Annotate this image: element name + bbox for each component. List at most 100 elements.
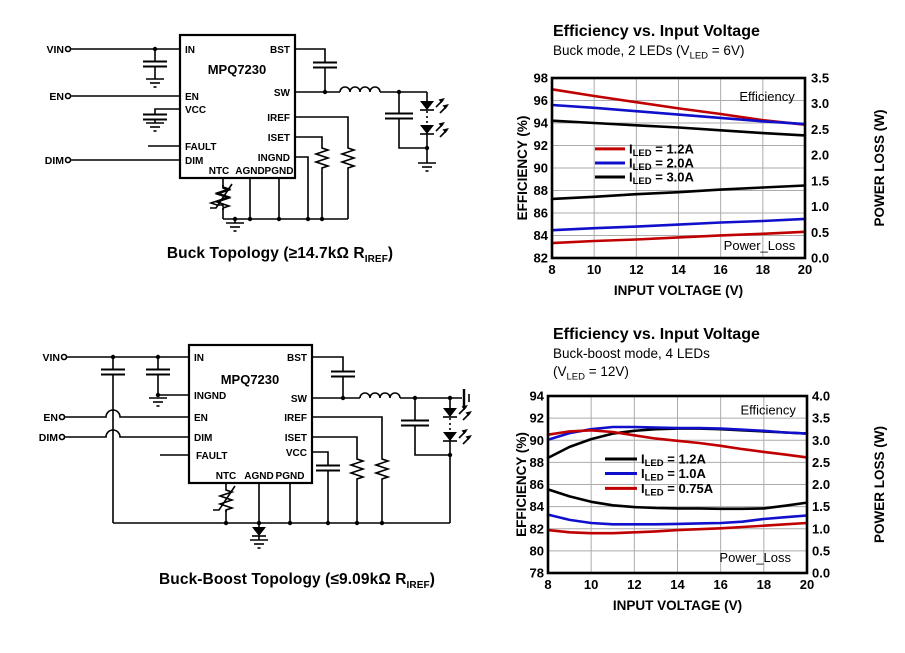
ntc-thermistor bbox=[213, 485, 236, 512]
ic-pin-labels: IN INGND EN DIM FAULT BST SW IREF ISET V… bbox=[194, 353, 308, 482]
pin-sw: SW bbox=[291, 394, 308, 405]
subtitle-text: = 12V) bbox=[584, 364, 629, 379]
power-loss-series-line bbox=[546, 521, 809, 535]
x-tick-label: 12 bbox=[629, 262, 643, 277]
legend-label: ILED = 1.0A bbox=[641, 466, 707, 484]
y-right-tick-label: 4.0 bbox=[812, 388, 830, 403]
led bbox=[420, 122, 449, 138]
terminal-label-vin: VIN bbox=[46, 44, 64, 56]
output-capacitor bbox=[401, 419, 429, 427]
ground-symbol bbox=[146, 78, 164, 88]
junction-dots bbox=[152, 46, 430, 222]
y-left-tick-label: 84 bbox=[534, 228, 549, 243]
terminal-dim bbox=[58, 433, 66, 441]
chart-title: Efficiency vs. Input Voltage bbox=[553, 23, 760, 40]
pin-iref: IREF bbox=[284, 413, 307, 424]
vcc-capacitor bbox=[143, 113, 167, 121]
terminal-vin bbox=[60, 353, 68, 361]
diode bbox=[252, 527, 266, 537]
x-tick-label: 20 bbox=[800, 577, 814, 592]
chart-plot-area: 8 10 12 14 16 18 20 78 80 82 84 86 88 90 92 94 0.0 0.5 1.0… bbox=[514, 388, 887, 613]
y-right-tick-label: 2.0 bbox=[812, 477, 830, 492]
y-right-tick-label: 1.0 bbox=[812, 521, 830, 536]
y-right-tick-label: 2.5 bbox=[811, 122, 829, 137]
y-right-tick-label: 2.5 bbox=[812, 455, 830, 470]
pin-bst: BST bbox=[270, 45, 290, 56]
y-left-tick-label: 82 bbox=[530, 521, 544, 536]
y-left-tick-label: 94 bbox=[534, 115, 549, 130]
x-tick-label: 8 bbox=[548, 262, 555, 277]
terminal-label-en: EN bbox=[49, 91, 64, 103]
y-left-tick-label: 86 bbox=[530, 477, 544, 492]
terminal-label-dim: DIM bbox=[45, 155, 65, 167]
inductor bbox=[339, 86, 381, 93]
wires bbox=[70, 48, 428, 223]
efficiency-series-line bbox=[546, 428, 809, 459]
y-right-tick-label: 3.5 bbox=[812, 410, 830, 425]
input-capacitor bbox=[143, 60, 167, 68]
vcc-capacitor bbox=[316, 464, 340, 472]
bootstrap-capacitor bbox=[331, 370, 355, 378]
x-tick-label: 16 bbox=[713, 262, 727, 277]
ic-box bbox=[178, 33, 297, 180]
pin-en: EN bbox=[194, 413, 208, 424]
chart-annotation: Power_Loss bbox=[719, 550, 791, 565]
power-loss-series-line bbox=[550, 183, 807, 200]
y-left-tick-label: 98 bbox=[534, 70, 548, 85]
y-left-tick-label: 94 bbox=[530, 388, 545, 403]
pin-dim: DIM bbox=[185, 156, 203, 167]
y-right-tick-label: 1.0 bbox=[811, 199, 829, 214]
y-left-tick-label: 80 bbox=[530, 543, 544, 558]
chart-annotation: Efficiency bbox=[739, 89, 795, 104]
pin-iref: IREF bbox=[267, 113, 290, 124]
buck-topology-schematic: MPQ7230 IN EN VCC FAULT DIM BST SW IREF … bbox=[45, 33, 449, 232]
caption-subscript: IREF bbox=[364, 254, 388, 266]
pin-ingnd: INGND bbox=[194, 391, 226, 402]
plot-border bbox=[550, 76, 807, 259]
y-left-tick-label: 84 bbox=[530, 499, 545, 514]
caption-subscript: IREF bbox=[406, 580, 430, 592]
ground-symbol bbox=[418, 162, 436, 172]
power-loss-series-line bbox=[546, 487, 809, 510]
legend-label: ILED = 1.2A bbox=[641, 451, 707, 469]
iref-resistor bbox=[339, 146, 357, 170]
x-tick-label: 14 bbox=[671, 262, 686, 277]
subtitle-subscript: LED bbox=[689, 50, 709, 62]
terminal-label-en: EN bbox=[43, 412, 58, 424]
y-right-axis-title: POWER LOSS (W) bbox=[872, 426, 887, 543]
y-left-tick-label: 90 bbox=[534, 160, 548, 175]
pin-ingnd: INGND bbox=[258, 153, 290, 164]
y-left-tick-label: 96 bbox=[534, 93, 548, 108]
y-right-axis-title: POWER LOSS (W) bbox=[872, 109, 887, 226]
y-left-tick-label: 92 bbox=[530, 410, 544, 425]
iset-resistor bbox=[348, 457, 366, 481]
input-capacitor bbox=[146, 368, 170, 376]
ground-symbol bbox=[250, 539, 268, 549]
ground-symbol bbox=[226, 222, 244, 232]
caption-text: ) bbox=[387, 245, 394, 262]
y-left-axis-title: EFFICIENCY (%) bbox=[515, 115, 530, 220]
chart-subtitle: Buck mode, 2 LEDs (VLED = 6V) bbox=[553, 42, 905, 66]
pin-iset: ISET bbox=[268, 133, 290, 144]
y-right-tick-label: 2.0 bbox=[811, 147, 829, 162]
power-loss-series-line bbox=[546, 512, 809, 526]
chart-subtitle: Buck-boost mode, 4 LEDs bbox=[553, 346, 710, 361]
power-loss-series-line bbox=[550, 230, 807, 245]
ic-name: MPQ7230 bbox=[221, 372, 280, 387]
caption-text: ) bbox=[429, 571, 435, 588]
y-left-tick-label: 90 bbox=[530, 432, 544, 447]
pin-pgnd: PGND bbox=[265, 166, 294, 177]
pin-ntc: NTC bbox=[216, 471, 237, 482]
chart-title: Efficiency vs. Input Voltage bbox=[553, 326, 760, 343]
subtitle-text: Buck mode, 2 LEDs (V bbox=[553, 43, 690, 58]
legend-label: ILED = 1.2A bbox=[629, 141, 695, 159]
chart-subtitle-line2: (VLED = 12V) bbox=[553, 363, 905, 387]
y-left-tick-label: 88 bbox=[530, 455, 544, 470]
y-right-tick-label: 0.0 bbox=[811, 250, 829, 265]
terminal-en bbox=[58, 413, 66, 421]
terminal-en bbox=[64, 92, 72, 100]
pin-vcc: VCC bbox=[286, 448, 307, 459]
legend-label: ILED = 2.0A bbox=[629, 155, 695, 173]
y-right-tick-label: 0.5 bbox=[812, 543, 830, 558]
efficiency-series-line bbox=[550, 119, 807, 137]
